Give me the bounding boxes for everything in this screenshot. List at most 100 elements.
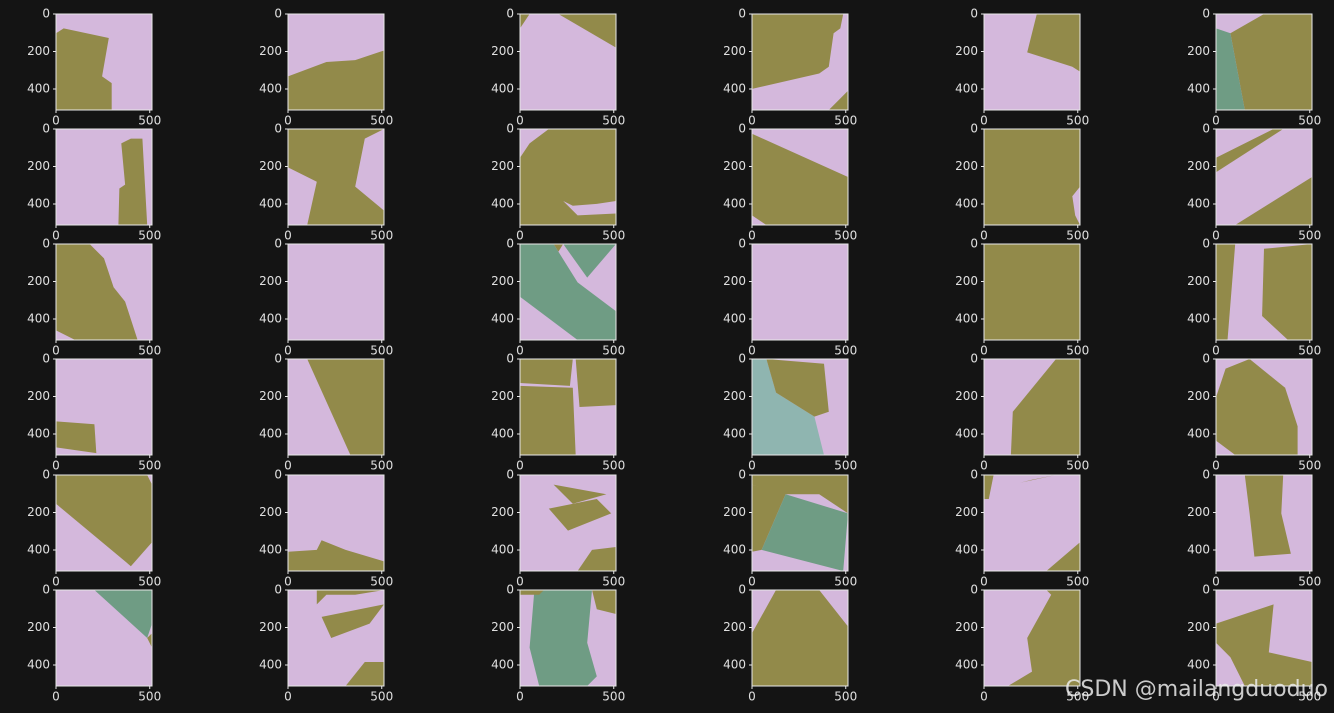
- x-tick-label: 0: [1212, 459, 1220, 473]
- y-tick-label: 0: [506, 352, 514, 366]
- x-tick-label: 500: [602, 575, 625, 589]
- y-tick-label: 400: [27, 427, 50, 441]
- y-tick-label: 400: [259, 82, 282, 96]
- subplot: 0 500 0 200 400: [27, 583, 161, 704]
- mask-region: [1020, 475, 1056, 483]
- subplot: 0 500 0 200 400: [1187, 122, 1321, 243]
- x-tick-label: 500: [602, 344, 625, 358]
- x-tick-label: 500: [834, 344, 857, 358]
- x-tick-label: 0: [52, 114, 60, 128]
- y-tick-label: 0: [42, 468, 50, 482]
- x-tick-label: 500: [1298, 575, 1321, 589]
- y-tick-label: 400: [955, 658, 978, 672]
- subplot: 0 500 0 200 400: [259, 468, 393, 589]
- x-tick-label: 500: [834, 229, 857, 243]
- y-tick-label: 400: [27, 82, 50, 96]
- axes-frame: [1215, 128, 1313, 226]
- subplot: 0 500 0 200 400: [955, 583, 1089, 704]
- y-tick-label: 0: [1202, 7, 1210, 21]
- subplot: 0 500 0 200 400: [1187, 352, 1321, 473]
- subplot: 0 500 0 200 400: [723, 7, 857, 128]
- y-tick-label: 400: [723, 543, 746, 557]
- mask-region: [752, 133, 848, 225]
- y-tick-label: 200: [1187, 620, 1210, 634]
- axes-frame: [287, 358, 385, 456]
- axes-frame: [751, 128, 849, 226]
- mask-region: [520, 244, 616, 340]
- y-tick-label: 0: [1202, 122, 1210, 136]
- y-tick-label: 0: [42, 237, 50, 251]
- x-tick-label: 500: [602, 459, 625, 473]
- axes-frame: [55, 358, 153, 456]
- axes-frame: [983, 128, 1081, 226]
- y-tick-label: 400: [1187, 543, 1210, 557]
- x-tick-label: 0: [748, 344, 756, 358]
- subplot: 0 500 0 200 400: [955, 237, 1089, 358]
- y-tick-label: 200: [491, 159, 514, 173]
- image-background: [752, 244, 848, 340]
- y-tick-label: 200: [955, 159, 978, 173]
- y-tick-label: 200: [27, 44, 50, 58]
- x-tick-label: 500: [602, 229, 625, 243]
- y-tick-label: 400: [27, 543, 50, 557]
- x-tick-label: 500: [1066, 344, 1089, 358]
- x-tick-label: 0: [284, 575, 292, 589]
- axes-frame: [751, 243, 849, 341]
- mask-region: [553, 484, 607, 504]
- x-tick-label: 500: [138, 690, 161, 704]
- x-tick-label: 0: [52, 575, 60, 589]
- mask-region: [592, 590, 616, 614]
- y-tick-label: 0: [738, 468, 746, 482]
- y-tick-label: 0: [42, 7, 50, 21]
- mask-region: [288, 50, 384, 110]
- subplot: 0 500 0 200 400: [27, 352, 161, 473]
- x-tick-label: 500: [138, 114, 161, 128]
- subplot: 0 500 0 200 400: [491, 122, 625, 243]
- x-tick-label: 500: [1066, 459, 1089, 473]
- x-tick-label: 0: [52, 229, 60, 243]
- y-tick-label: 400: [491, 197, 514, 211]
- y-tick-label: 400: [27, 312, 50, 326]
- mask-region: [288, 129, 384, 225]
- mask-region: [984, 244, 1080, 340]
- subplot: 0 500 0 200 400: [259, 352, 393, 473]
- y-tick-label: 400: [723, 658, 746, 672]
- mask-region: [520, 590, 544, 595]
- mask-region: [345, 662, 384, 686]
- mask-region: [118, 138, 148, 225]
- mask-region: [828, 90, 848, 110]
- mask-region: [520, 385, 576, 455]
- x-tick-label: 0: [1212, 690, 1220, 704]
- x-tick-label: 500: [370, 575, 393, 589]
- x-tick-label: 500: [602, 690, 625, 704]
- x-tick-label: 0: [980, 459, 988, 473]
- x-tick-label: 0: [516, 459, 524, 473]
- y-tick-label: 400: [1187, 82, 1210, 96]
- mask-region: [575, 359, 616, 407]
- y-tick-label: 200: [259, 274, 282, 288]
- mask-region: [752, 14, 844, 89]
- mask-region: [147, 633, 152, 648]
- x-tick-label: 500: [1066, 575, 1089, 589]
- x-tick-label: 0: [748, 114, 756, 128]
- subplot: 0 500 0 200 400: [1187, 237, 1321, 358]
- x-tick-label: 0: [1212, 114, 1220, 128]
- axes-frame: [519, 474, 617, 572]
- subplot: 0 500 0 200 400: [1187, 7, 1321, 128]
- y-tick-label: 400: [1187, 427, 1210, 441]
- y-tick-label: 200: [491, 44, 514, 58]
- mask-region: [752, 475, 848, 514]
- mask-region: [1046, 542, 1080, 571]
- y-tick-label: 400: [955, 197, 978, 211]
- mask-region: [56, 421, 97, 454]
- x-tick-label: 0: [980, 690, 988, 704]
- x-tick-label: 0: [52, 690, 60, 704]
- y-tick-label: 200: [259, 159, 282, 173]
- y-tick-label: 200: [27, 620, 50, 634]
- y-tick-label: 0: [970, 7, 978, 21]
- y-tick-label: 0: [506, 237, 514, 251]
- axes-frame: [519, 13, 617, 111]
- y-tick-label: 400: [259, 312, 282, 326]
- subplot: 0 500 0 200 400: [259, 7, 393, 128]
- y-tick-label: 0: [274, 237, 282, 251]
